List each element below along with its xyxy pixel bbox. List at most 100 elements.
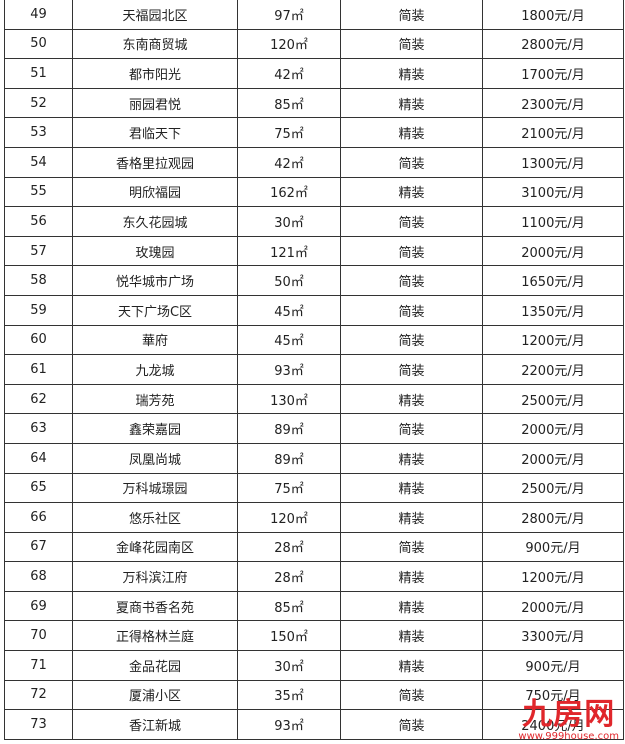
area: 162㎡ <box>237 176 341 208</box>
rent: 2000元/月 <box>482 442 624 474</box>
decoration: 精装 <box>340 650 483 681</box>
community-name: 鑫荣嘉园 <box>72 413 238 444</box>
community-name: 正得格林兰庭 <box>72 620 238 652</box>
decoration: 简装 <box>340 531 483 563</box>
table-row: 49 天福园北区 97㎡ 简装 1800元/月 <box>4 0 624 30</box>
row-number: 57 <box>4 235 73 267</box>
area: 121㎡ <box>237 235 341 267</box>
table-row: 60 華府 45㎡ 简装 1200元/月 <box>4 324 624 356</box>
rent: 1300元/月 <box>482 146 624 178</box>
row-number: 54 <box>4 146 73 178</box>
community-name: 金品花园 <box>72 650 238 681</box>
area: 93㎡ <box>237 354 341 385</box>
rent: 2000元/月 <box>482 590 624 622</box>
community-name: 丽园君悦 <box>72 87 238 119</box>
area: 30㎡ <box>237 206 341 237</box>
decoration: 简装 <box>340 146 483 178</box>
area: 30㎡ <box>237 650 341 681</box>
area: 97㎡ <box>237 0 341 30</box>
row-number: 72 <box>4 679 73 711</box>
decoration: 简装 <box>340 235 483 267</box>
row-number: 70 <box>4 620 73 652</box>
table-row: 62 瑞芳苑 130㎡ 精装 2500元/月 <box>4 383 624 415</box>
area: 150㎡ <box>237 620 341 652</box>
area: 93㎡ <box>237 709 341 740</box>
rent: 2200元/月 <box>482 354 624 385</box>
table-row: 58 悦华城市广场 50㎡ 简装 1650元/月 <box>4 265 624 296</box>
row-number: 71 <box>4 650 73 681</box>
area: 50㎡ <box>237 265 341 296</box>
rent: 3300元/月 <box>482 620 624 652</box>
rent: 1200元/月 <box>482 561 624 592</box>
rent: 2800元/月 <box>482 28 624 60</box>
row-number: 56 <box>4 206 73 237</box>
rent: 2100元/月 <box>482 117 624 148</box>
decoration: 精装 <box>340 561 483 592</box>
area: 42㎡ <box>237 146 341 178</box>
table-row: 67 金峰花园南区 28㎡ 简装 900元/月 <box>4 531 624 563</box>
community-name: 明欣福园 <box>72 176 238 208</box>
table-row: 66 悠乐社区 120㎡ 精装 2800元/月 <box>4 502 624 533</box>
community-name: 夏商书香名苑 <box>72 590 238 622</box>
rent: 1650元/月 <box>482 265 624 296</box>
row-number: 67 <box>4 531 73 563</box>
row-number: 59 <box>4 294 73 326</box>
row-number: 73 <box>4 709 73 740</box>
watermark-logo: 九房网 <box>522 697 616 732</box>
decoration: 精装 <box>340 117 483 148</box>
rent: 1350元/月 <box>482 294 624 326</box>
decoration: 简装 <box>340 413 483 444</box>
rent: 2500元/月 <box>482 472 624 504</box>
table-row: 55 明欣福园 162㎡ 精装 3100元/月 <box>4 176 624 208</box>
row-number: 65 <box>4 472 73 504</box>
row-number: 68 <box>4 561 73 592</box>
decoration: 精装 <box>340 620 483 652</box>
area: 120㎡ <box>237 28 341 60</box>
rent: 2400元/月 <box>482 709 624 740</box>
area: 45㎡ <box>237 294 341 326</box>
rent: 2000元/月 <box>482 413 624 444</box>
community-name: 君临天下 <box>72 117 238 148</box>
rent: 2500元/月 <box>482 383 624 415</box>
community-name: 东南商贸城 <box>72 28 238 60</box>
decoration: 简装 <box>340 0 483 30</box>
row-number: 61 <box>4 354 73 385</box>
decoration: 精装 <box>340 58 483 89</box>
table-row: 64 凤凰尚城 89㎡ 精装 2000元/月 <box>4 442 624 474</box>
community-name: 万科滨江府 <box>72 561 238 592</box>
area: 85㎡ <box>237 87 341 119</box>
table-row: 51 都市阳光 42㎡ 精装 1700元/月 <box>4 58 624 89</box>
table-row: 68 万科滨江府 28㎡ 精装 1200元/月 <box>4 561 624 592</box>
decoration: 精装 <box>340 590 483 622</box>
rent: 2000元/月 <box>482 235 624 267</box>
decoration: 精装 <box>340 472 483 504</box>
rent: 1800元/月 <box>482 0 624 30</box>
table-row: 63 鑫荣嘉园 89㎡ 简装 2000元/月 <box>4 413 624 444</box>
table-row: 54 香格里拉观园 42㎡ 简装 1300元/月 <box>4 146 624 178</box>
decoration: 精装 <box>340 442 483 474</box>
community-name: 九龙城 <box>72 354 238 385</box>
community-name: 香格里拉观园 <box>72 146 238 178</box>
area: 42㎡ <box>237 58 341 89</box>
row-number: 49 <box>4 0 73 30</box>
area: 85㎡ <box>237 590 341 622</box>
row-number: 66 <box>4 502 73 533</box>
decoration: 简装 <box>340 265 483 296</box>
rent: 2800元/月 <box>482 502 624 533</box>
area: 75㎡ <box>237 117 341 148</box>
table-row: 69 夏商书香名苑 85㎡ 精装 2000元/月 <box>4 590 624 622</box>
decoration: 简装 <box>340 354 483 385</box>
area: 89㎡ <box>237 413 341 444</box>
area: 28㎡ <box>237 561 341 592</box>
decoration: 简装 <box>340 294 483 326</box>
decoration: 简装 <box>340 709 483 740</box>
row-number: 51 <box>4 58 73 89</box>
community-name: 万科城璟园 <box>72 472 238 504</box>
rent: 3100元/月 <box>482 176 624 208</box>
row-number: 50 <box>4 28 73 60</box>
community-name: 都市阳光 <box>72 58 238 89</box>
area: 130㎡ <box>237 383 341 415</box>
community-name: 天下广场C区 <box>72 294 238 326</box>
community-name: 瑞芳苑 <box>72 383 238 415</box>
